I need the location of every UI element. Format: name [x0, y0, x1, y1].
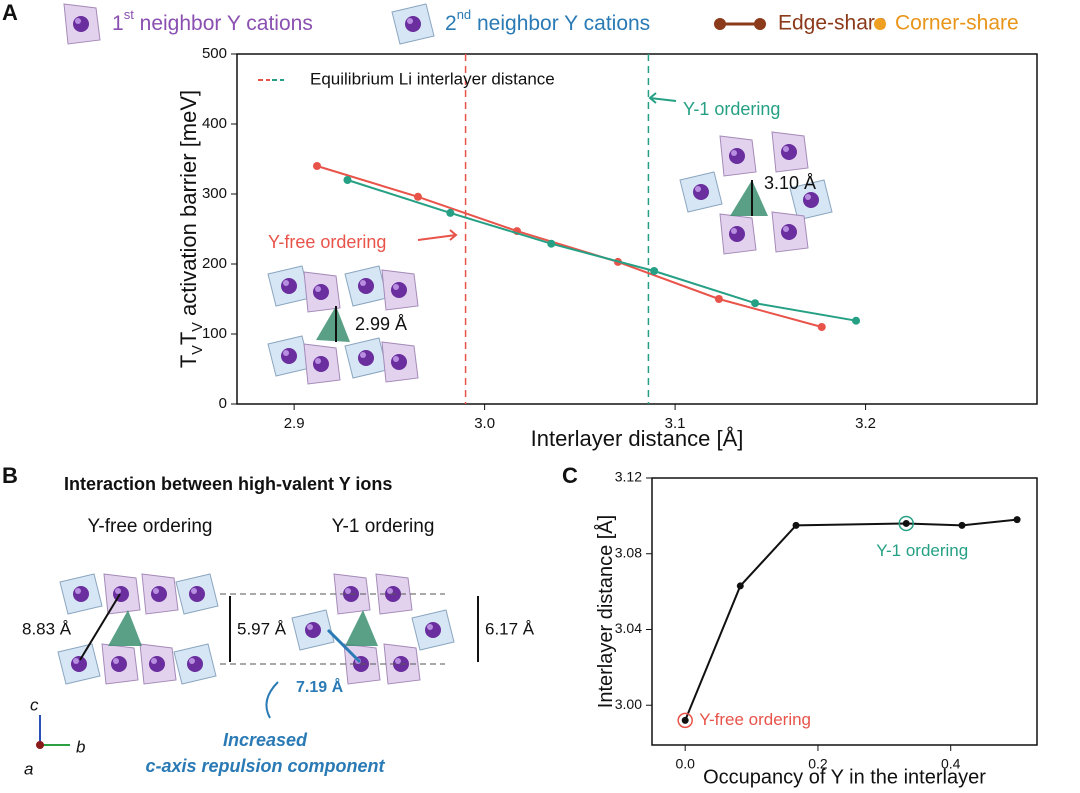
distance-label: 5.97 Å [237, 619, 287, 638]
x-tick-label: 3.1 [665, 415, 686, 432]
legend-icon [874, 18, 886, 30]
distance-label: 7.19 Å [296, 677, 344, 696]
legend-icon [754, 18, 766, 30]
y-tick-label: 100 [202, 325, 227, 342]
data-point [1013, 516, 1021, 524]
legend-label: 2nd neighbor Y cations [445, 7, 650, 34]
data-point [650, 267, 659, 275]
y-tick-label: 400 [202, 115, 227, 132]
data-point [714, 295, 723, 303]
x-tick-label: 0.4 [941, 756, 961, 772]
x-tick-label: 3.0 [474, 415, 495, 432]
annotation: 3.10 Å [764, 173, 816, 193]
inset-structure [267, 131, 833, 385]
plot-frame [651, 477, 1038, 746]
panel-label: C [562, 463, 578, 488]
x-tick-label: 2.9 [284, 415, 305, 432]
distance-label: 8.83 Å [22, 619, 72, 638]
y-tick-label: 200 [202, 255, 227, 272]
series-line [684, 518, 1018, 721]
legend-icon [391, 3, 435, 45]
y-axis-label-part: V [190, 345, 206, 355]
y-axis-label: Interlayer distance [Å] [594, 515, 617, 708]
data-point [681, 716, 689, 724]
y-tick-label: 300 [202, 185, 227, 202]
data-point [413, 192, 422, 201]
plot-frame [236, 53, 1038, 405]
panel-label: B [2, 463, 18, 488]
note: Increased [223, 730, 308, 750]
y-axis-label: TVTV activation barrier [meV] [176, 90, 206, 368]
data-point [852, 316, 861, 325]
y-axis-label-part: V [190, 322, 206, 332]
annotation: Y-1 ordering [876, 541, 968, 560]
ordering-label: Y-1 ordering [332, 516, 435, 537]
panel-b: B Interaction between high-valent Y ions… [2, 463, 535, 779]
x-tick-label: 0.0 [675, 756, 695, 772]
highlight-ring [898, 515, 914, 532]
data-point [313, 162, 321, 170]
y-axis-label-part: activation barrier [meV] [176, 90, 201, 322]
distance-label: 6.17 Å [485, 619, 535, 638]
panel-label: A [2, 0, 18, 25]
reference-legend-label: Equilibrium Li interlayer distance [310, 69, 555, 88]
y-tick-label: 3.08 [615, 544, 642, 560]
x-axis-label: Interlayer distance [Å] [531, 426, 744, 451]
annotation: Y-1 ordering [683, 99, 780, 119]
axis-label: c [30, 695, 39, 714]
y-tick-label: 0 [219, 395, 227, 412]
legend-label: Edge-share [778, 12, 887, 35]
data-point [958, 521, 966, 529]
series-line [347, 179, 857, 322]
y-tick-label: 3.00 [615, 696, 642, 712]
series-line [316, 165, 823, 328]
y-axis-label-part: T [176, 332, 201, 345]
top-legend: 1st neighbor Y cations 2nd neighbor Y ca… [63, 3, 1019, 45]
data-point [547, 239, 556, 248]
y-axis-label-part: T [176, 355, 201, 368]
highlight-ring [677, 712, 693, 729]
x-tick-label: 3.2 [855, 415, 876, 432]
legend-label: 1st neighbor Y cations [112, 7, 313, 34]
x-tick-label: 0.2 [808, 756, 828, 772]
y-tick-label: 500 [202, 45, 227, 62]
axis-label: a [24, 759, 33, 778]
data-point [751, 299, 760, 308]
y-tick-label: 3.12 [615, 469, 642, 485]
annotation: Y-free ordering [699, 710, 811, 729]
annotation-arrow [417, 229, 458, 241]
legend-label: Corner-share [895, 12, 1019, 35]
data-point [817, 323, 826, 331]
annotation: 2.99 Å [355, 314, 407, 334]
y-tick-label: 3.04 [615, 620, 642, 636]
legend-icon [63, 3, 101, 45]
legend-icon [714, 18, 726, 30]
panel-title: Interaction between high-valent Y ions [64, 474, 392, 494]
annotation-arrow [648, 92, 677, 104]
data-point [902, 519, 910, 527]
annotation: Y-free ordering [268, 232, 386, 252]
y-axis-label-part: Interlayer distance [Å] [594, 515, 617, 708]
data-point [792, 521, 800, 529]
axis-label: b [76, 737, 85, 756]
data-point [343, 176, 352, 184]
ordering-label: Y-free ordering [88, 516, 213, 537]
data-point [736, 582, 744, 590]
x-axis-label: Occupancy of Y in the interlayer [703, 766, 986, 788]
data-point [446, 208, 455, 217]
note: c-axis repulsion component [145, 756, 385, 776]
